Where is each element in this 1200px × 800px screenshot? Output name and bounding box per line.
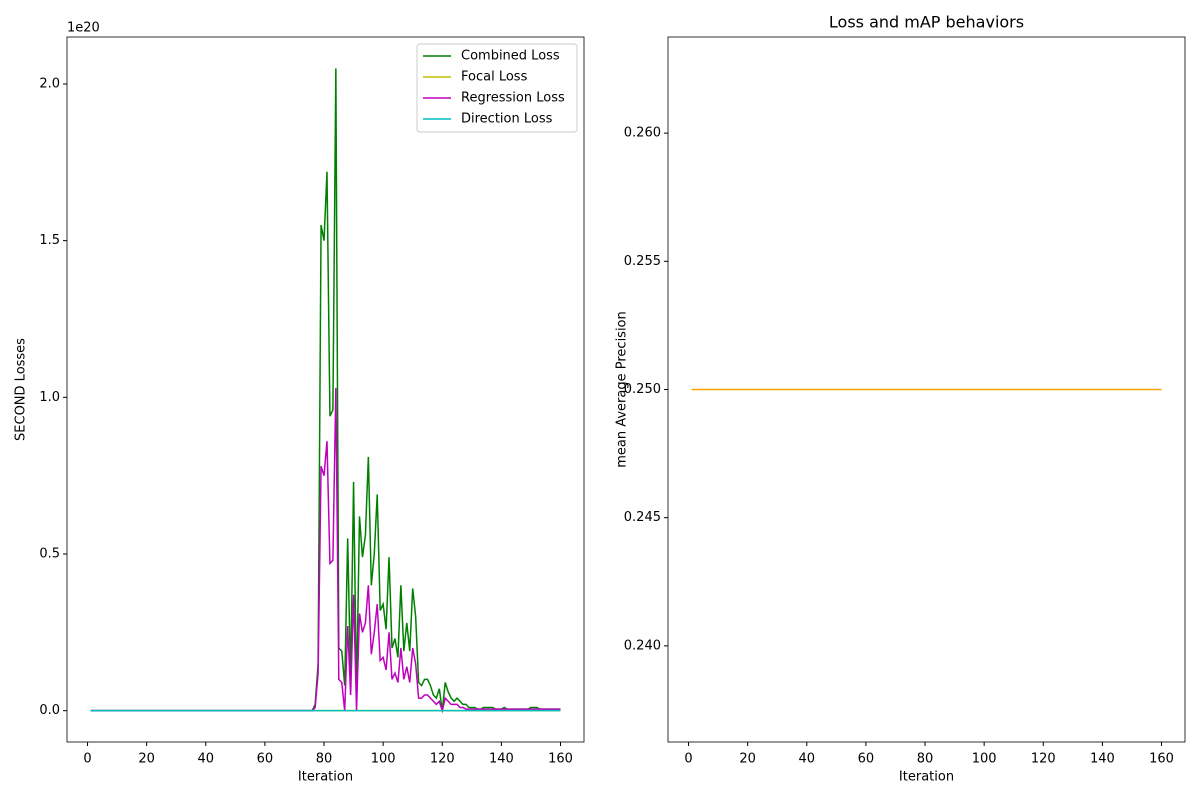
legend-label: Combined Loss [461,49,560,64]
y-tick-label: 0.0 [39,703,60,718]
y-tick-label: 1.5 [39,233,60,248]
x-axis-label: Iteration [298,770,353,785]
x-tick-label: 160 [1149,752,1174,767]
legend: Combined Loss Focal Loss Regression Loss Di… [416,43,578,133]
axis-offset-text: 1e20 [67,21,100,36]
y-tick-label: 0.245 [624,510,661,525]
legend-label: Direction Loss [461,112,553,127]
x-tick-label: 20 [138,752,155,767]
chart-title: Loss and mAP behaviors [829,13,1024,32]
legend-label: Regression Loss [461,91,565,106]
x-tick-label: 60 [858,752,875,767]
y-tick-label: 0.5 [39,547,60,562]
x-tick-label: 0 [83,752,91,767]
x-tick-label: 0 [684,752,692,767]
x-tick-label: 80 [917,752,934,767]
y-axis-label: mean Average Precision [615,311,630,468]
x-tick-label: 40 [198,752,215,767]
axes-frame [66,36,585,743]
y-tick-label: 0.260 [624,126,661,141]
x-tick-label: 120 [1031,752,1056,767]
axes-frame [667,36,1186,743]
y-tick-label: 0.250 [624,382,661,397]
series-line [90,387,561,714]
y-tick-label: 0.240 [624,638,661,653]
x-tick-label: 120 [430,752,455,767]
x-tick-label: 20 [739,752,756,767]
series-line [90,68,561,712]
y-tick-label: 2.0 [39,77,60,92]
x-tick-label: 60 [257,752,274,767]
x-tick-label: 40 [799,752,816,767]
y-tick-label: 1.0 [39,390,60,405]
legend-box [416,43,578,133]
x-tick-label: 100 [371,752,396,767]
x-axis-label: Iteration [899,770,954,785]
x-tick-label: 140 [1090,752,1115,767]
y-axis-label: SECOND Losses [14,338,29,441]
x-tick-label: 100 [972,752,997,767]
x-tick-label: 80 [316,752,333,767]
x-tick-label: 140 [489,752,514,767]
axes: 0 20 40 60 80 100 120 140 160 0.0 0.5 1.0 1.5 2.0 Iter… [14,21,585,785]
legend-label: Focal Loss [461,70,528,85]
y-tick-label: 0.255 [624,254,661,269]
axes: 0 20 40 60 80 100 120 140 160 0.240 0.245 0.250 0.25… [615,13,1186,785]
x-tick-label: 160 [548,752,573,767]
